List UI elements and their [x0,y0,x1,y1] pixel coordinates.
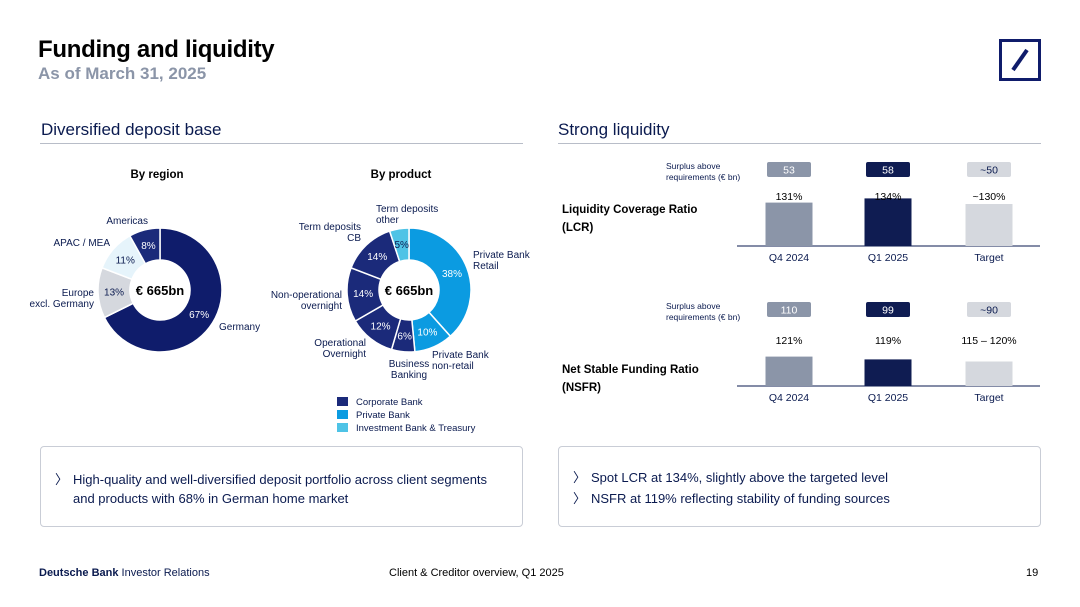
product-category-label: Business Banking [389,359,430,381]
left-summary-box: 〉 High-quality and well-diversified depo… [40,446,523,527]
bar-value-label: 131% [776,191,803,203]
page-title: Funding and liquidity [38,36,275,63]
region-category-label: Germany [219,322,260,333]
footer-brand: Deutsche Bank Investor Relations [39,567,210,579]
logo-slash-icon [1011,48,1029,72]
bar-value-label: 134% [875,191,902,203]
chevron-right-icon: 〉 [573,491,587,506]
surplus-value: 99 [882,305,894,317]
legend-swatch [337,423,348,432]
surplus-badge [767,302,811,317]
left-section-title: Diversified deposit base [41,120,222,139]
chevron-right-icon: 〉 [55,472,69,487]
bar [965,204,1013,246]
bar [864,198,912,246]
bar-category-label: Q1 2025 [868,252,908,264]
surplus-caption: requirements (€ bn) [666,172,740,182]
product-chart-title: By product [371,169,432,181]
bar-value-label: 115 – 120% [961,335,1016,347]
charts-canvas: By region 67% Germany 13% Europe excl. German… [30,161,1040,434]
region-value-label: 8% [141,241,156,252]
footer-center: Client & Creditor overview, Q1 2025 [389,567,564,579]
right-section-rule [558,143,1041,144]
product-category-label: Private Bank non-retail [432,350,490,372]
bar-value-label: 119% [875,335,901,347]
region-chart-title: By region [130,169,183,181]
surplus-badge [866,302,910,317]
bar-category-label: Target [974,392,1003,404]
product-category-label: Operational Overnight [314,338,366,360]
surplus-value: ~50 [980,165,998,177]
surplus-value: 53 [783,165,795,177]
deutsche-bank-logo [999,39,1041,81]
right-summary-box: 〉 Spot LCR at 134%, slightly above the t… [558,446,1041,527]
surplus-value: 58 [882,165,894,177]
surplus-badge [967,302,1011,317]
bar-chart-title: (NSFR) [562,382,601,394]
product-value-label: 6% [397,331,412,342]
bar-category-label: Target [974,252,1003,264]
page-number: 19 [1026,567,1039,579]
region-center [130,260,190,320]
bar [765,356,813,386]
product-value-label: 10% [417,328,437,339]
region-value-label: 67% [189,310,209,321]
legend-swatch [337,410,348,419]
bar-value-label: 121% [776,335,803,347]
bar-category-label: Q4 2024 [769,252,809,264]
product-value-label: 12% [371,322,391,333]
product-category-label: Non-operational overnight [271,290,342,312]
product-value-label: 5% [395,240,410,251]
region-value-label: 13% [104,288,124,299]
product-category-label: Term deposits CB [299,222,362,244]
bar-chart-title: Liquidity Coverage Ratio [562,204,697,216]
surplus-badge [767,162,811,177]
surplus-badge [866,162,910,177]
region-category-label: APAC / MEA [54,238,111,249]
product-value-label: 38% [442,269,462,280]
legend-label: Private Bank [356,410,410,421]
surplus-caption: Surplus above [666,301,721,311]
bar-chart-title: Net Stable Funding Ratio [562,364,699,376]
surplus-caption: Surplus above [666,161,721,171]
region-center-label: € 665bn [136,283,184,298]
region-category-label: Americas [106,216,148,227]
region-category-label: Europe excl. Germany [30,288,95,310]
legend-label: Investment Bank & Treasury [356,423,476,434]
surplus-value: 110 [781,305,798,317]
product-value-label: 14% [367,252,387,263]
bar [765,202,813,246]
surplus-caption: requirements (€ bn) [666,312,740,322]
product-value-label: 14% [353,289,373,300]
legend-swatch [337,397,348,406]
product-center [379,260,439,320]
legend-label: Corporate Bank [356,397,423,408]
product-category-label: Term deposits other [376,204,438,226]
product-center-label: € 665bn [385,283,433,298]
bar-chart-title: (LCR) [562,222,593,234]
page-subtitle: As of March 31, 2025 [38,64,207,83]
surplus-badge [967,162,1011,177]
bar [864,359,912,386]
left-section-rule [40,143,523,144]
bar-category-label: Q1 2025 [868,392,908,404]
surplus-value: ~90 [980,305,998,317]
bar [965,361,1013,386]
bar-value-label: ~130% [973,191,1006,203]
chevron-right-icon: 〉 [573,470,587,485]
right-section-title: Strong liquidity [558,120,670,139]
product-category-label: Private Bank Retail [473,250,531,272]
region-value-label: 11% [116,255,135,266]
bar-category-label: Q4 2024 [769,392,809,404]
